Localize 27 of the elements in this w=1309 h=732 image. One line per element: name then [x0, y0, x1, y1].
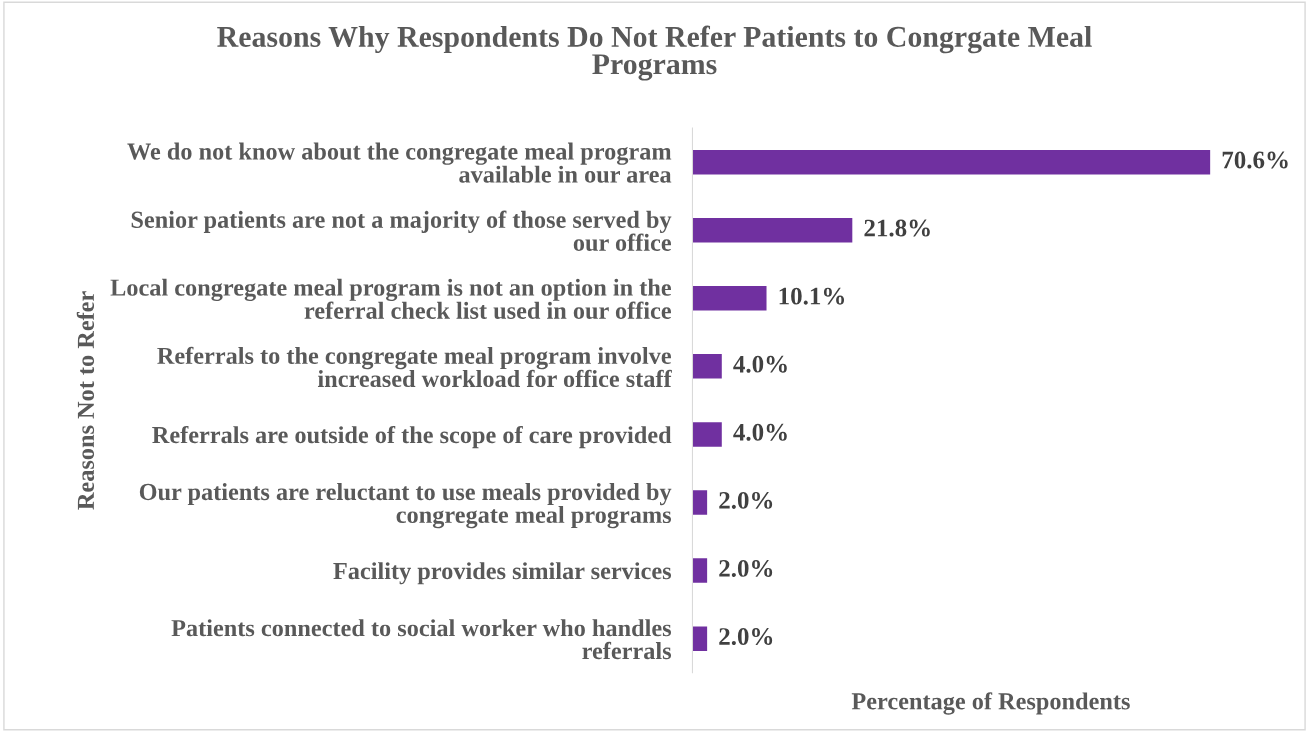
bar — [692, 217, 853, 243]
bar — [692, 558, 708, 583]
y-tick-label: Local congregate meal program is not an option in the referral check list used in our office — [110, 278, 671, 319]
y-tick-label: Patients connected to social worker who handles referrals — [171, 619, 672, 660]
bar — [692, 149, 1211, 175]
bar — [692, 422, 722, 447]
y-tick-label: Our patients are reluctant to use meals provided by congregate meal programs — [139, 483, 672, 529]
y-tick-label: Referrals are outside of the scope of care provided — [152, 425, 672, 449]
data-label: 4.0% — [733, 423, 787, 441]
data-label: 2.0% — [719, 491, 773, 509]
data-label: 4.0% — [733, 355, 787, 373]
chart-title: Reasons Why Respondents Do Not Refer Patients to Congrgate Meal Programs — [217, 25, 1092, 81]
data-label: 10.1% — [779, 287, 845, 305]
data-label: 21.8% — [864, 219, 930, 237]
bar — [692, 286, 767, 311]
data-label: 2.0% — [719, 628, 773, 646]
y-axis-title: Reasons Not to Refer — [76, 291, 95, 510]
y-tick-label: Senior patients are not a majority of those served by our office — [131, 210, 672, 251]
bar — [692, 354, 722, 379]
y-tick-label: We do not know about the congregate meal program available in our area — [127, 142, 672, 183]
bar — [692, 490, 708, 515]
x-axis-title: Percentage of Respondents — [851, 692, 1130, 715]
y-tick-label: Facility provides similar services — [333, 562, 672, 585]
bar — [692, 626, 708, 651]
y-tick-label: Referrals to the congregate meal program involve increased workload for office staff — [157, 346, 672, 388]
data-label: 2.0% — [719, 559, 773, 577]
data-label: 70.6% — [1222, 151, 1288, 169]
